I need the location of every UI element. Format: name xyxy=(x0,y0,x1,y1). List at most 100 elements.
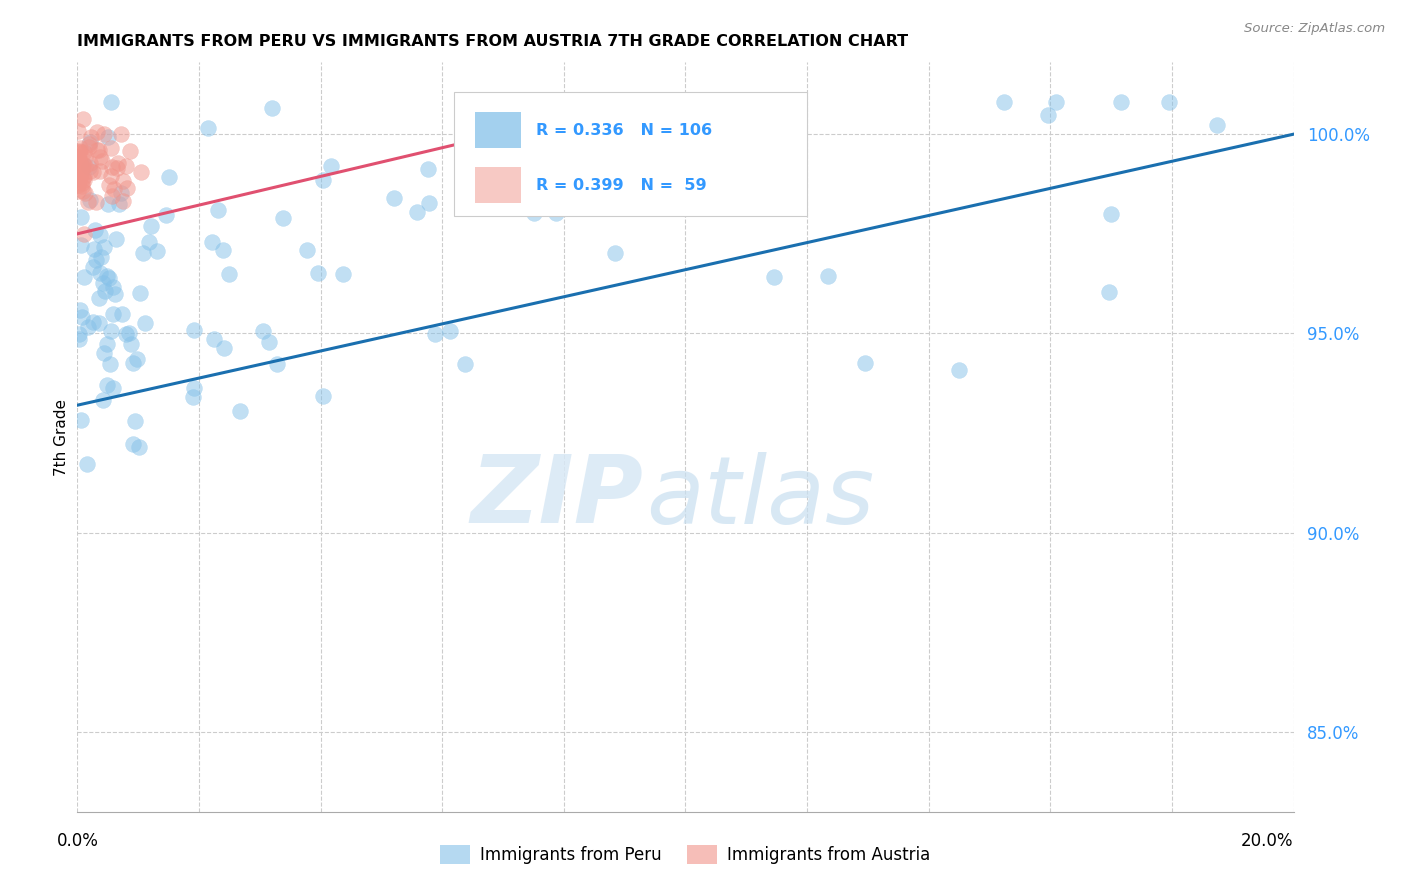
Point xyxy=(128,285,150,300)
Point xyxy=(73,269,96,284)
Point xyxy=(84,195,107,210)
Text: 0.0%: 0.0% xyxy=(56,831,98,850)
Point xyxy=(69,167,91,181)
Point xyxy=(100,141,122,155)
Text: ZIP: ZIP xyxy=(470,451,643,543)
Point xyxy=(181,390,204,404)
Point xyxy=(155,208,177,222)
Point xyxy=(993,95,1015,110)
Point xyxy=(90,250,112,264)
Point xyxy=(86,143,108,157)
Point xyxy=(110,127,132,141)
Point xyxy=(132,246,155,260)
Point xyxy=(93,127,115,141)
Point xyxy=(96,377,118,392)
Point xyxy=(67,123,90,137)
Point xyxy=(101,161,124,175)
Point xyxy=(603,245,626,260)
Point xyxy=(103,280,125,294)
Point xyxy=(110,186,132,200)
Point xyxy=(96,337,118,351)
Point xyxy=(273,211,295,226)
Point xyxy=(118,144,141,158)
Point xyxy=(80,130,103,145)
Point xyxy=(91,276,114,290)
Point xyxy=(1097,285,1119,299)
Point xyxy=(70,176,93,190)
Point xyxy=(66,159,89,173)
Point xyxy=(72,171,94,186)
Point xyxy=(948,362,970,376)
Point xyxy=(89,164,111,178)
Point xyxy=(418,196,440,211)
Point xyxy=(544,206,567,220)
Point xyxy=(702,202,724,216)
Point xyxy=(212,243,235,257)
Point xyxy=(89,266,111,280)
Point xyxy=(100,95,122,110)
Point xyxy=(93,346,115,360)
Point xyxy=(97,271,120,285)
Point xyxy=(104,287,127,301)
Point xyxy=(207,203,229,218)
Point xyxy=(405,204,427,219)
Point xyxy=(332,267,354,281)
Point xyxy=(82,260,104,274)
Point xyxy=(115,327,138,342)
Point xyxy=(229,404,252,418)
Point xyxy=(72,227,94,241)
Point xyxy=(307,266,329,280)
Point xyxy=(183,323,205,337)
Point xyxy=(72,112,94,126)
Point xyxy=(69,413,91,427)
Point xyxy=(817,268,839,283)
Point xyxy=(84,223,107,237)
Point xyxy=(111,194,134,208)
Point xyxy=(197,120,219,135)
FancyBboxPatch shape xyxy=(475,112,522,148)
Point xyxy=(66,178,89,193)
Point xyxy=(72,160,94,174)
Point xyxy=(183,381,205,395)
Point xyxy=(105,161,128,176)
Point xyxy=(89,291,111,305)
Point xyxy=(77,160,100,174)
Point xyxy=(134,316,156,330)
Point xyxy=(121,356,143,370)
Point xyxy=(67,145,90,159)
Point xyxy=(1109,95,1132,110)
Point xyxy=(763,270,786,285)
Point xyxy=(266,357,288,371)
Legend: Immigrants from Peru, Immigrants from Austria: Immigrants from Peru, Immigrants from Au… xyxy=(434,838,936,871)
Point xyxy=(70,179,93,194)
Point xyxy=(115,181,138,195)
Point xyxy=(100,169,122,183)
Point xyxy=(1045,95,1067,110)
Text: atlas: atlas xyxy=(647,451,875,542)
Point xyxy=(454,357,477,371)
Point xyxy=(98,178,121,192)
Point xyxy=(1101,206,1123,220)
Point xyxy=(311,173,333,187)
Point xyxy=(105,232,128,246)
Point xyxy=(75,159,97,173)
Point xyxy=(73,169,96,183)
Point xyxy=(107,155,129,169)
Point xyxy=(94,285,117,299)
Point xyxy=(75,150,97,164)
Point xyxy=(69,161,91,176)
Point xyxy=(97,197,120,211)
FancyBboxPatch shape xyxy=(475,167,522,203)
Point xyxy=(69,141,91,155)
Point xyxy=(96,269,118,284)
Point xyxy=(212,341,235,355)
Point xyxy=(139,219,162,233)
Point xyxy=(257,335,280,350)
Point xyxy=(202,332,225,346)
Point xyxy=(91,154,114,169)
Point xyxy=(103,307,125,321)
Point xyxy=(157,169,180,184)
Point xyxy=(319,159,342,173)
Point xyxy=(70,238,93,252)
Point xyxy=(97,129,120,144)
